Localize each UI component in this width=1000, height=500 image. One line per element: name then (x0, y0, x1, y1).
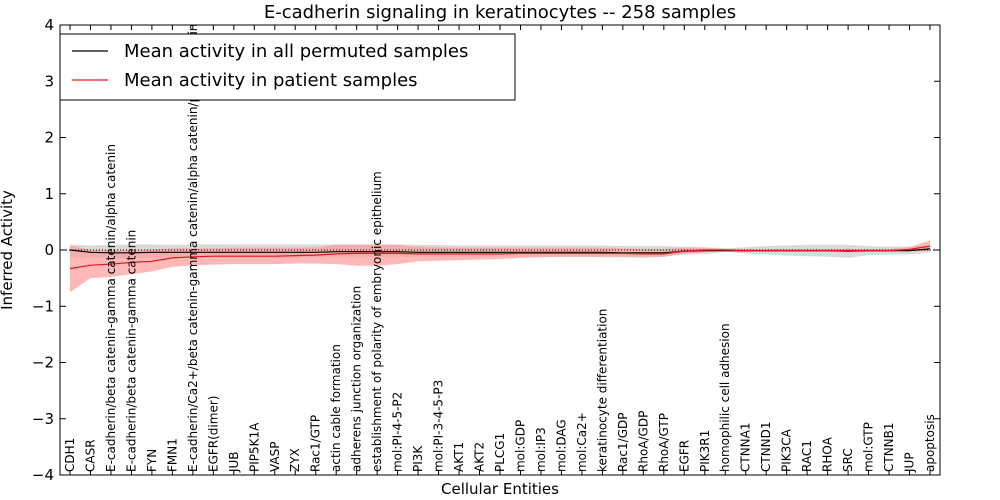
x-category-label: CDH1 (63, 438, 77, 472)
y-tick-label: 1 (44, 185, 54, 203)
x-category-label: RhoA/GDP (636, 411, 650, 472)
y-tick-label: −4 (32, 466, 54, 484)
x-category-label: E-cadherin/Ca2+/beta catenin-gamma caten… (186, 24, 200, 472)
x-category-label: mol:PI-3-4-5-P3 (432, 380, 446, 472)
x-category-label: mol:GTP (862, 422, 876, 472)
x-category-label: CTNNB1 (882, 422, 896, 472)
x-category-label: establishment of polarity of embryonic e… (370, 171, 384, 472)
x-category-label: mol:GDP (513, 420, 527, 472)
legend-label-series-1: Mean activity in all permuted samples (124, 41, 468, 62)
series-line-2 (69, 245, 931, 270)
x-category-label: keratinocyte differentiation (595, 309, 609, 472)
x-category-label: mol:DAG (554, 419, 568, 472)
x-category-label: CTNND1 (759, 421, 773, 472)
x-category-label: Rac1/GTP (309, 415, 323, 472)
legend-label-series-2: Mean activity in patient samples (124, 70, 418, 91)
x-category-label: CTNNA1 (739, 422, 753, 472)
y-axis-title: Inferred Activity (0, 190, 16, 310)
x-category-label: Rac1/GDP (616, 413, 630, 472)
x-category-label: JUB (227, 451, 241, 473)
x-category-label: FYN (145, 449, 159, 472)
plot-area: −4 −3 −2 −1 0 1 2 3 4 CDH1 CASR E-cadherin/beta cat… (32, 16, 941, 484)
x-category-label: adherens junction organization (350, 286, 364, 472)
x-category-label: PIP5K1A (247, 422, 261, 472)
x-category-label: FMN1 (165, 438, 179, 472)
y-tick-label: 3 (44, 72, 54, 90)
x-category-label: RHOA (821, 436, 835, 472)
x-category-label: mol:IP3 (534, 427, 548, 472)
y-tick-label: −2 (32, 354, 54, 372)
x-category-label: AKT2 (473, 442, 487, 472)
legend: Mean activity in all permuted samples Mea… (59, 33, 516, 101)
x-category-label: RhoA/GTP (657, 413, 671, 472)
x-category-label: apoptosis (923, 414, 937, 472)
y-tick-label: −1 (32, 297, 54, 315)
x-category-label: PIK3R1 (698, 430, 712, 472)
y-tick-label: −3 (32, 410, 54, 428)
y-tick-label: 0 (44, 241, 54, 259)
x-category-label: PLCG1 (493, 433, 507, 472)
y-tick-label: 2 (44, 129, 54, 147)
x-category-label: RAC1 (800, 440, 814, 472)
legend-box (59, 33, 516, 101)
x-category-label: CASR (83, 439, 97, 472)
x-category-label: EGFR (677, 440, 691, 472)
x-category-label: SRC (841, 448, 855, 472)
x-category-label: VASP (268, 441, 282, 472)
y-tick-label: 4 (44, 16, 54, 34)
x-category-label: actin cable formation (329, 344, 343, 472)
x-category-label: PI3K (411, 445, 425, 472)
x-category-label: E-cadherin/beta catenin-gamma catenin/al… (104, 144, 118, 472)
x-category-label: EGFR(dimer) (206, 396, 220, 472)
x-category-label: mol:PI-4-5-P2 (391, 392, 405, 472)
x-category-label: AKT1 (452, 442, 466, 472)
x-category-label: homophilic cell adhesion (718, 323, 732, 472)
chart-title: E-cadherin signaling in keratinocytes --… (264, 2, 736, 23)
x-category-label: ZYX (288, 448, 302, 472)
x-category-label: JUP (903, 452, 917, 473)
x-category-label: E-cadherin/beta catenin-gamma catenin (124, 230, 138, 472)
x-category-label: mol:Ca2+ (575, 412, 589, 472)
x-axis-title: Cellular Entities (441, 480, 559, 498)
confidence-band-series-2 (70, 240, 930, 293)
x-category-label: PIK3CA (780, 428, 794, 472)
